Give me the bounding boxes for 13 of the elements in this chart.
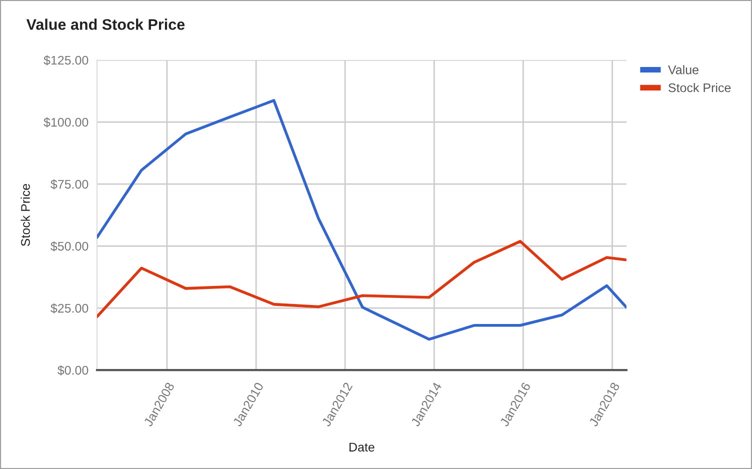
x-axis-title: Date [350,442,374,452]
y-tick-label: $25.00 [50,303,88,314]
legend-label: Value [668,65,698,74]
y-axis-title: Stock Price [20,184,30,246]
line-series [97,240,626,318]
y-tick-label: $0.00 [58,365,88,376]
legend-label: Stock Price [668,82,731,92]
chart-title: Value and Stock Price [26,18,185,30]
y-tick-label: $50.00 [50,241,88,252]
y-tick-label: $75.00 [50,179,88,190]
line-series [97,99,626,341]
y-tick-label: $100.00 [44,117,88,128]
y-tick-label: $125.00 [44,55,88,66]
